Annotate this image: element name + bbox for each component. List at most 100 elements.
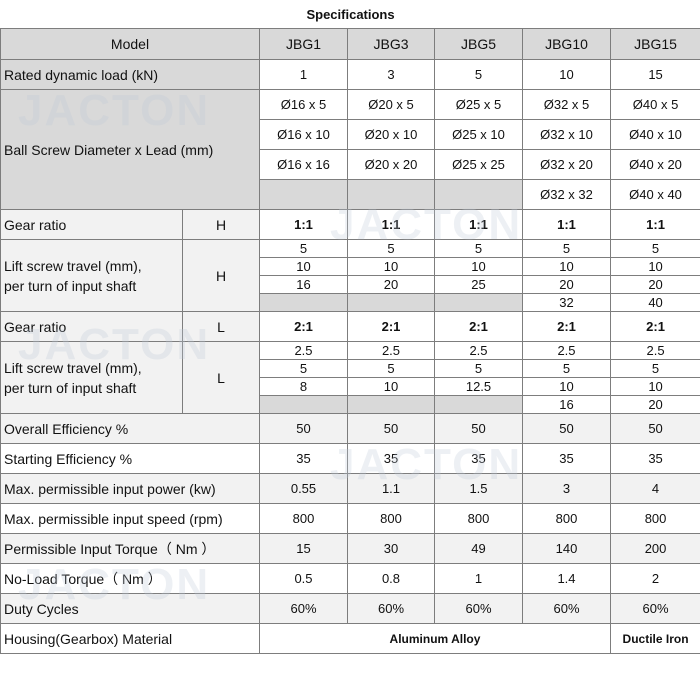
table-cell: Ø25 x 5	[434, 89, 523, 120]
housing-material-aluminum: Aluminum Alloy	[259, 623, 611, 654]
ball-screw-row: Ø32 x 32 Ø40 x 40	[1, 179, 700, 210]
table-cell: Ø16 x 5	[259, 89, 348, 120]
empty-cell	[259, 395, 348, 414]
table-cell: 35	[522, 443, 611, 474]
table-cell: 10	[522, 59, 611, 90]
empty-cell	[347, 179, 435, 210]
gear-ratio-label: Gear ratio	[0, 209, 183, 240]
travel-label-line: per turn of input shaft	[4, 379, 137, 396]
ball-screw-row: Ø16 x 16 Ø20 x 20 Ø25 x 25 Ø32 x 20 Ø40 …	[1, 149, 700, 180]
spec-label: Duty Cycles	[0, 593, 260, 624]
table-cell: 5	[609, 239, 700, 258]
table-cell: 5	[259, 239, 348, 258]
spec-row-input-power: Max. permissible input power (kw) 0.55 1…	[0, 473, 700, 504]
ball-screw-row: Ø16 x 10 Ø20 x 10 Ø25 x 10 Ø32 x 10 Ø40 …	[1, 119, 700, 150]
gear-ratio-l-row: Gear ratio L 2:1 2:1 2:1 2:1 2:1	[0, 311, 700, 342]
table-cell: 20	[347, 275, 435, 294]
table-cell: Ø16 x 16	[259, 149, 348, 180]
table-cell: 15	[259, 533, 348, 564]
rated-load-label: Rated dynamic load (kN)	[0, 59, 260, 90]
table-cell: Ø40 x 20	[609, 149, 700, 180]
table-cell: 15	[609, 59, 700, 90]
table-cell: 2:1	[609, 311, 700, 342]
table-cell: 140	[522, 533, 611, 564]
empty-cell	[434, 395, 523, 414]
spec-label: Starting Efficiency %	[0, 443, 260, 474]
table-cell: Ø20 x 5	[347, 89, 435, 120]
table-cell: 800	[609, 503, 700, 534]
table-cell: Ø32 x 20	[522, 149, 611, 180]
table-cell: 2.5	[434, 341, 523, 360]
table-cell: 5	[347, 359, 435, 378]
table-cell: 10	[609, 257, 700, 276]
table-cell: 50	[609, 413, 700, 444]
rated-load-row: Rated dynamic load (kN) 1 3 5 10 15	[0, 59, 700, 90]
table-cell: Ø32 x 10	[522, 119, 611, 150]
travel-l-row: Lift screw travel (mm), per turn of input…	[0, 341, 700, 414]
table-cell: 10	[434, 257, 523, 276]
table-cell: 5	[522, 359, 611, 378]
table-cell: 40	[609, 293, 700, 312]
ball-screw-label: Ball Screw Diameter x Lead (mm)	[0, 89, 260, 210]
table-cell: 50	[434, 413, 523, 444]
model-label: Model	[0, 28, 260, 60]
table-cell: 1:1	[259, 209, 348, 240]
table-cell: 16	[259, 275, 348, 294]
table-cell: 0.5	[259, 563, 348, 594]
table-cell: 60%	[347, 593, 435, 624]
spec-row-input-torque: Permissible Input Torque（ Nm ） 15 30 49 …	[0, 533, 700, 564]
empty-cell	[347, 395, 435, 414]
table-cell: 32	[522, 293, 611, 312]
travel-l-row: 8 10 12.5 10 10	[1, 377, 700, 396]
table-cell: 25	[434, 275, 523, 294]
table-cell: Ø16 x 10	[259, 119, 348, 150]
table-cell: 1.5	[434, 473, 523, 504]
travel-label-line: Lift screw travel (mm),	[4, 359, 142, 376]
table-cell: 1	[259, 59, 348, 90]
table-cell: 10	[259, 257, 348, 276]
table-cell: 2:1	[259, 311, 348, 342]
table-cell: 1.4	[522, 563, 611, 594]
model-name: JBG5	[434, 28, 523, 60]
table-cell: 1:1	[609, 209, 700, 240]
spec-label: Overall Efficiency %	[0, 413, 260, 444]
table-cell: 49	[434, 533, 523, 564]
table-cell: 2.5	[609, 341, 700, 360]
table-cell: 60%	[609, 593, 700, 624]
empty-cell	[347, 293, 435, 312]
table-cell: 16	[522, 395, 611, 414]
spec-label: No-Load Torque（ Nm ）	[0, 563, 260, 594]
spec-row-input-speed: Max. permissible input speed (rpm) 800 8…	[0, 503, 700, 534]
table-cell: 2.5	[259, 341, 348, 360]
spec-row-overall-efficiency: Overall Efficiency % 50 50 50 50 50	[0, 413, 700, 444]
table-cell: 20	[609, 395, 700, 414]
table-cell: 60%	[522, 593, 611, 624]
table-cell: 5	[434, 359, 523, 378]
table-cell: 2.5	[347, 341, 435, 360]
model-name: JBG3	[347, 28, 435, 60]
table-cell: 3	[347, 59, 435, 90]
table-cell: 35	[434, 443, 523, 474]
table-cell: 5	[434, 59, 523, 90]
table-cell: Ø20 x 10	[347, 119, 435, 150]
table-cell: 1:1	[522, 209, 611, 240]
table-cell: 50	[522, 413, 611, 444]
table-cell: 60%	[259, 593, 348, 624]
spec-label: Max. permissible input power (kw)	[0, 473, 260, 504]
table-cell: 10	[522, 257, 611, 276]
table-cell: 2.5	[522, 341, 611, 360]
table-title: Specifications	[0, 0, 700, 29]
empty-cell	[259, 179, 348, 210]
table-cell: 20	[522, 275, 611, 294]
table-cell: 1.1	[347, 473, 435, 504]
model-name: JBG10	[522, 28, 611, 60]
empty-cell	[434, 179, 523, 210]
empty-cell	[259, 293, 348, 312]
table-cell: 800	[259, 503, 348, 534]
table-cell: 2:1	[434, 311, 523, 342]
table-cell: 0.55	[259, 473, 348, 504]
model-name: JBG15	[609, 28, 700, 60]
travel-code: H	[182, 239, 260, 312]
spec-row-housing-material: Housing(Gearbox) Material Aluminum Alloy…	[0, 623, 700, 654]
